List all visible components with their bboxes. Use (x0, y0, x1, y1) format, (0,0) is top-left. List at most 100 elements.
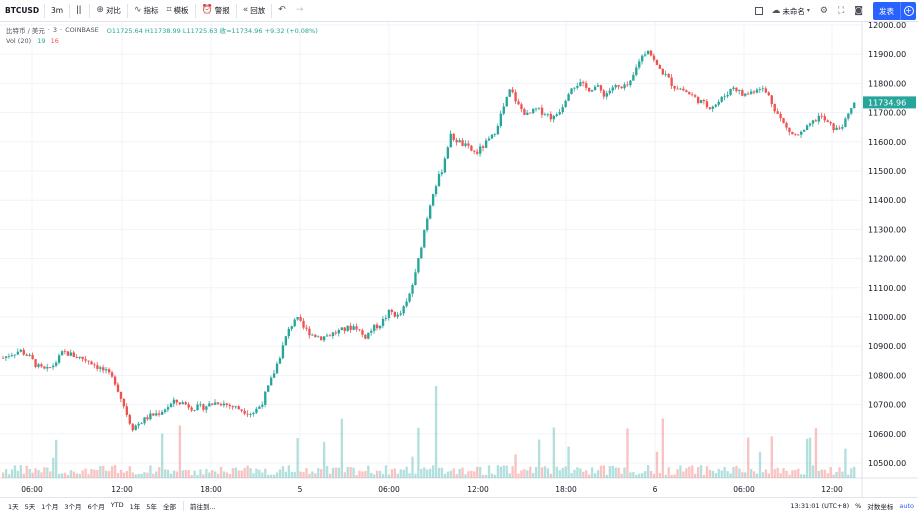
volume-bar (155, 471, 158, 478)
candle-body (293, 319, 296, 327)
percent-toggle[interactable]: % (855, 502, 862, 510)
candle-body (252, 412, 255, 414)
candle-body (305, 327, 308, 329)
candle-body (122, 398, 126, 407)
candle-body (269, 377, 273, 386)
candle-body (172, 399, 176, 404)
volume-bar (779, 473, 782, 478)
candle-body (705, 101, 709, 108)
y-tick-label: 10500.00 (868, 459, 906, 468)
auto-scale-toggle[interactable]: auto (899, 502, 914, 510)
snapshot-button[interactable]: ◙ (850, 0, 869, 22)
candle-body (214, 402, 217, 405)
candle-body (140, 423, 143, 425)
candle-body (555, 114, 558, 116)
settings-button[interactable]: ⚙ (816, 0, 834, 22)
volume-bar (146, 472, 149, 478)
candle-body (249, 413, 252, 415)
goto-date-button[interactable]: 前往到... (182, 501, 216, 511)
candle-body (364, 334, 367, 339)
candle-body (105, 369, 108, 371)
publish-button[interactable]: 发表 (873, 2, 900, 20)
volume-bar (579, 468, 582, 478)
candle-body (375, 324, 379, 329)
chart-canvas[interactable]: 10500.00 10600.00 10700.00 10800.00 10900.00… (0, 22, 918, 497)
volume-bar (620, 473, 623, 478)
add-button[interactable]: + (900, 2, 916, 20)
fullscreen-layout-icon[interactable] (755, 7, 764, 15)
volume-legend[interactable]: Vol (20) 19 16 (6, 37, 59, 45)
volume-bar (649, 470, 653, 478)
candle-body (275, 363, 279, 374)
symbol-search[interactable]: BTCUSD (5, 6, 40, 15)
undo-button[interactable]: ↶ (274, 0, 292, 22)
x-tick-label: 06:00 (378, 485, 400, 494)
candle-body (691, 94, 694, 96)
price-chart[interactable]: 10500.00 10600.00 10700.00 10800.00 10900.00… (0, 22, 918, 497)
gear-icon: ⚙ (819, 5, 828, 16)
candle-body (2, 357, 5, 359)
candle-body (632, 74, 635, 81)
volume-bar (844, 448, 847, 478)
templates-button[interactable]: ⌗ 模板 (162, 0, 192, 22)
candle-body (543, 114, 547, 116)
volume-bar (225, 472, 229, 478)
range-button[interactable]: 5年 (146, 503, 157, 511)
interval-button[interactable]: 3m (51, 6, 64, 15)
volume-bar (458, 468, 461, 478)
candle-body (69, 352, 73, 356)
save-layout-button[interactable]: ☁ 未命名 ▾ (767, 0, 816, 22)
range-button[interactable]: 1个月 (41, 503, 59, 511)
chart-style-button[interactable]: ǀǀ (72, 0, 87, 22)
indicators-button[interactable]: ∿ 指标 (130, 0, 163, 22)
range-button[interactable]: 1天 (8, 503, 19, 511)
alarm-clock-icon: ⏰ (201, 5, 213, 15)
candle-body (567, 94, 570, 101)
volume-bar (802, 474, 806, 478)
fullscreen-button[interactable]: ⛶ (834, 0, 850, 22)
candle-body (320, 336, 323, 341)
candle-body (175, 399, 179, 403)
candle-body (655, 59, 659, 65)
candle-body (13, 354, 17, 356)
volume-bar (520, 470, 523, 478)
volume-bar (670, 474, 673, 478)
legend-symbol-desc: 比特币 / 美元 (6, 27, 45, 35)
volume-bar (190, 474, 193, 478)
volume-bar (696, 467, 700, 478)
range-button[interactable]: 3个月 (64, 503, 82, 511)
range-button[interactable]: 5天 (24, 503, 36, 511)
redo-button[interactable]: → (292, 0, 310, 22)
volume-bar (199, 469, 202, 478)
volume-bar (614, 467, 617, 478)
log-toggle[interactable]: 对数坐标 (867, 503, 894, 511)
volume-bar (234, 467, 237, 478)
candle-body (729, 88, 732, 95)
volume-bar (66, 474, 70, 478)
candle-body (641, 55, 644, 62)
y-tick-label: 11700.00 (868, 109, 906, 118)
volume-bar (632, 471, 635, 478)
volume-bar (275, 472, 279, 478)
volume-bar (711, 470, 715, 478)
candle-body (552, 115, 556, 120)
replay-button[interactable]: «回放 (239, 0, 270, 22)
range-button[interactable]: 全部 (162, 503, 176, 511)
candle-body (526, 112, 529, 115)
range-button[interactable]: 6个月 (87, 503, 105, 511)
volume-bar (529, 466, 532, 478)
range-button[interactable]: YTD (110, 501, 124, 509)
alert-button[interactable]: ⏰ 警报 (198, 0, 234, 22)
candle-body (231, 406, 235, 408)
volume-bar (178, 425, 182, 478)
volume-bar (60, 473, 64, 478)
range-button[interactable]: 1年 (129, 503, 141, 511)
candle-body (661, 68, 664, 75)
candle-body (125, 406, 129, 415)
candle-body (817, 115, 821, 122)
divider (194, 3, 196, 18)
volume-bar (10, 469, 14, 478)
volume-bar (708, 469, 712, 478)
volume-bar (635, 474, 638, 478)
compare-button[interactable]: ⊕ 对比 (92, 0, 125, 22)
